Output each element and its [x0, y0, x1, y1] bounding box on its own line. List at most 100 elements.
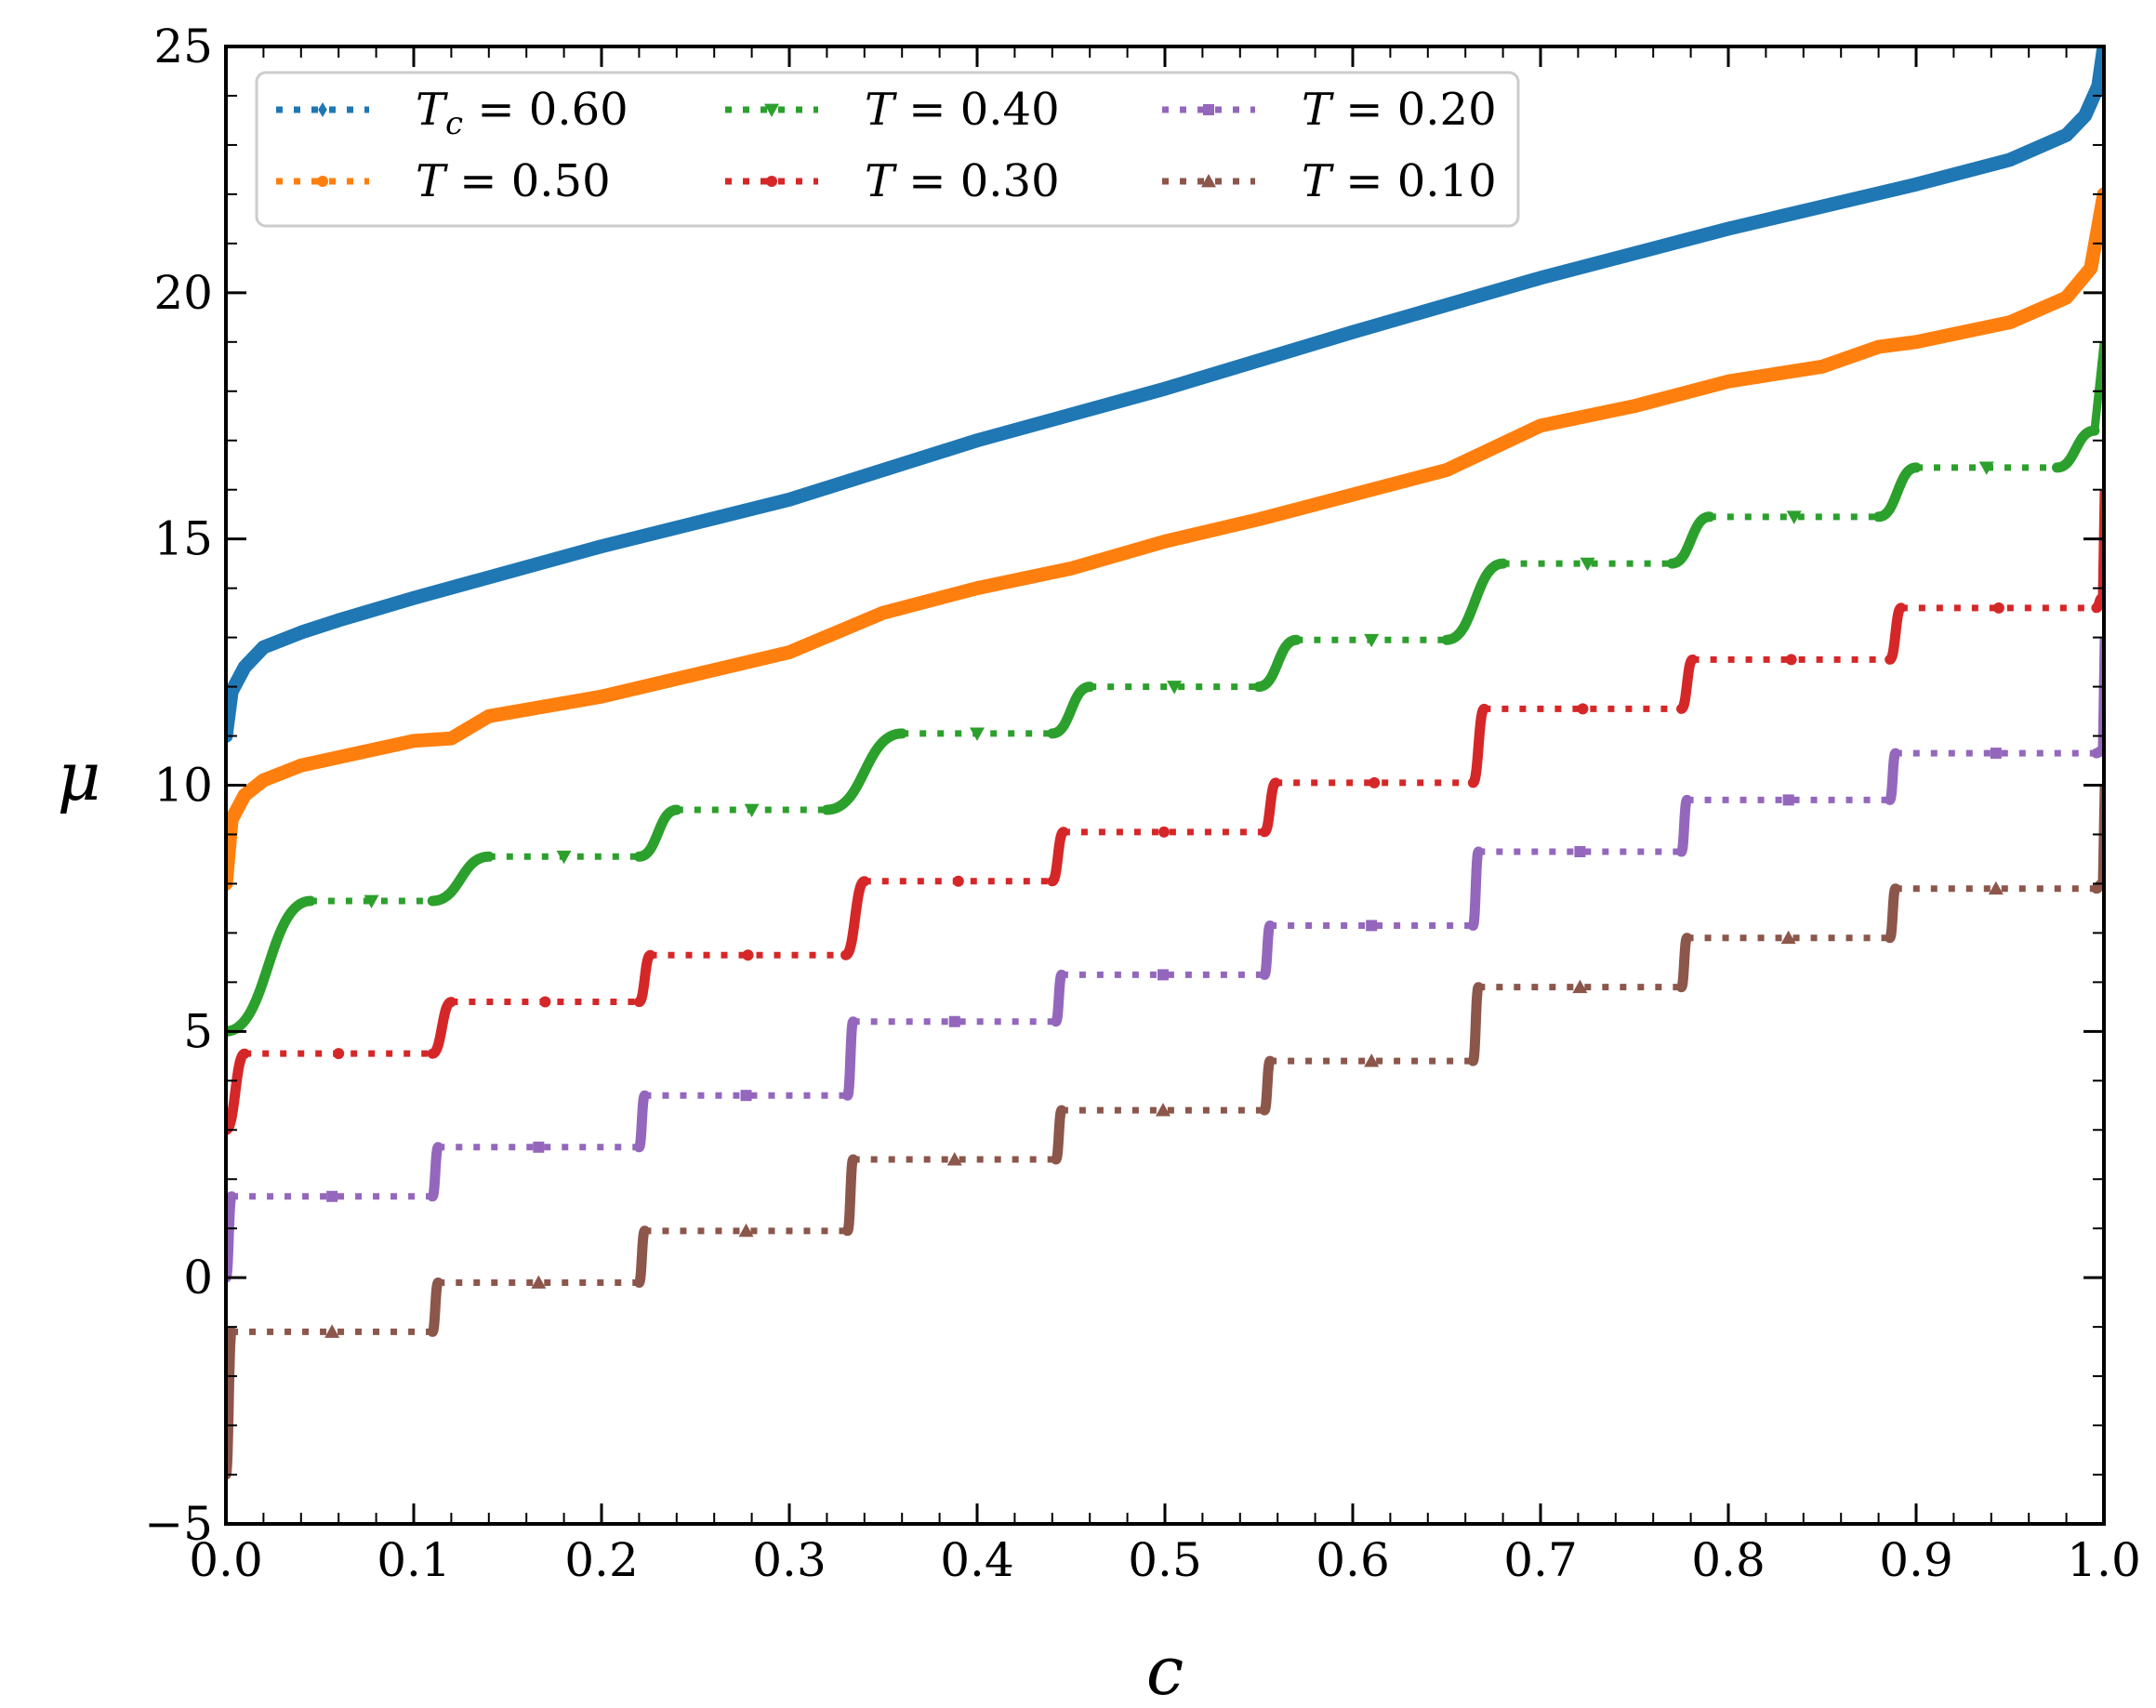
series-marker: [1157, 826, 1170, 838]
series-marker: [556, 850, 572, 865]
legend-item: T = 0.10: [1162, 155, 1497, 207]
series-rise: [1885, 748, 1901, 805]
series-rise: [1047, 827, 1069, 887]
series-line: [226, 46, 2104, 743]
series-rise: [1259, 920, 1276, 980]
series-rise: [633, 949, 655, 1008]
series-marker: [1577, 703, 1589, 715]
series-marker: [1786, 510, 1802, 524]
x-tick-label: 0.2: [564, 1533, 639, 1587]
series-marker: [744, 803, 760, 817]
series-rise: [1047, 682, 1095, 739]
legend-label-variable: T: [416, 84, 448, 136]
legend-label-variable: T: [416, 155, 448, 207]
series-marker: [1572, 979, 1588, 994]
series-rise: [1467, 703, 1489, 788]
legend-label: Tc = 0.60: [416, 84, 628, 142]
series-marker: [1988, 880, 2004, 895]
series-marker: [1364, 633, 1380, 648]
legend-label-value: = 0.10: [1331, 155, 1497, 207]
series-rise: [1467, 846, 1484, 931]
x-tick-label: 0.1: [377, 1533, 451, 1587]
series-rise: [1441, 558, 1509, 645]
series-rise: [1666, 511, 1715, 569]
series-1: [226, 187, 2104, 891]
series-marker: [948, 1015, 960, 1027]
series-rise: [427, 1278, 443, 1337]
series-marker: [333, 1048, 345, 1060]
x-tick-label: 1.0: [2067, 1533, 2141, 1587]
series-rise: [2091, 745, 2104, 759]
series-rise: [842, 1016, 859, 1101]
series-marker: [946, 1152, 962, 1166]
series-marker: [533, 1141, 545, 1153]
legend-label-value: = 0.60: [463, 84, 628, 136]
series-marker: [1574, 846, 1586, 858]
x-tick-label: 0.8: [1691, 1533, 1766, 1587]
series-marker: [952, 875, 964, 887]
series-0: [226, 46, 2104, 743]
series-rise: [226, 1048, 250, 1135]
legend-label-value: = 0.20: [1331, 84, 1497, 136]
legend-label: T = 0.30: [865, 155, 1060, 207]
series-marker: [970, 727, 985, 741]
x-tick-label: 0.5: [1128, 1533, 1202, 1587]
x-axis-title: c: [1146, 1632, 1184, 1708]
series-marker: [1782, 794, 1794, 806]
series-marker: [738, 1223, 754, 1238]
legend-label: T = 0.10: [1302, 155, 1497, 207]
series-marker: [1990, 748, 2002, 760]
series-rise: [1467, 982, 1484, 1066]
series-marker: [742, 949, 754, 961]
series-line: [226, 187, 2104, 891]
series-3: [226, 489, 2104, 1135]
series-layer: [226, 46, 2104, 1480]
series-rise: [633, 804, 682, 862]
legend: Tc = 0.60T = 0.50T = 0.40T = 0.30T = 0.2…: [255, 71, 1520, 228]
legend-label: T = 0.20: [1302, 84, 1497, 136]
series-rise: [226, 895, 316, 1037]
series-marker: [1580, 557, 1595, 572]
series-2: [226, 341, 2104, 1037]
legend-label: T = 0.40: [865, 84, 1060, 136]
series-rise: [1873, 462, 1922, 523]
y-tick-label: 25: [153, 20, 213, 73]
plot-area: [226, 46, 2104, 1524]
series-marker: [740, 1090, 752, 1102]
series-marker: [1366, 920, 1378, 932]
series-5: [226, 785, 2104, 1480]
x-tick-label: 0.9: [1879, 1533, 1953, 1587]
series-marker: [1785, 654, 1797, 666]
legend-label-value: = 0.40: [894, 84, 1060, 136]
series-marker: [1780, 930, 1796, 945]
series-rise: [1051, 969, 1067, 1027]
legend-item: T = 0.40: [725, 84, 1060, 136]
y-tick-label: 5: [183, 1004, 213, 1058]
series-rise: [427, 1142, 443, 1202]
y-tick-label: 0: [183, 1251, 213, 1304]
series-marker: [317, 176, 328, 187]
legend-label-variable: T: [1302, 155, 1334, 207]
series-rise: [1676, 654, 1699, 714]
series-marker: [324, 1324, 340, 1338]
y-tick-label: −5: [144, 1497, 213, 1551]
series-marker: [326, 1190, 338, 1202]
x-tick-label: 0.3: [752, 1533, 827, 1587]
legend-label-variable: T: [865, 155, 897, 207]
y-tick-label: 10: [153, 759, 213, 813]
series-rise: [1676, 794, 1693, 857]
series-rise: [842, 1154, 859, 1237]
series-rise: [1885, 883, 1901, 944]
legend-item: T = 0.50: [276, 155, 611, 207]
series-marker: [1203, 104, 1214, 115]
tick-layer: 0.0 0.1 0.2 0.3 0.4 0.5 0.6 0.7 0.8 0.9 1.0 −5 0 5 10 1…: [144, 20, 2140, 1587]
series-marker: [1167, 681, 1183, 695]
series-rise: [1259, 1055, 1276, 1116]
series-marker: [531, 1275, 547, 1289]
series-marker: [1978, 461, 1994, 475]
x-tick-label: 0.6: [1316, 1533, 1390, 1587]
series-rise: [633, 1090, 650, 1153]
legend-label-subscript: c: [445, 105, 463, 142]
x-tick-label: 0.4: [940, 1533, 1014, 1587]
